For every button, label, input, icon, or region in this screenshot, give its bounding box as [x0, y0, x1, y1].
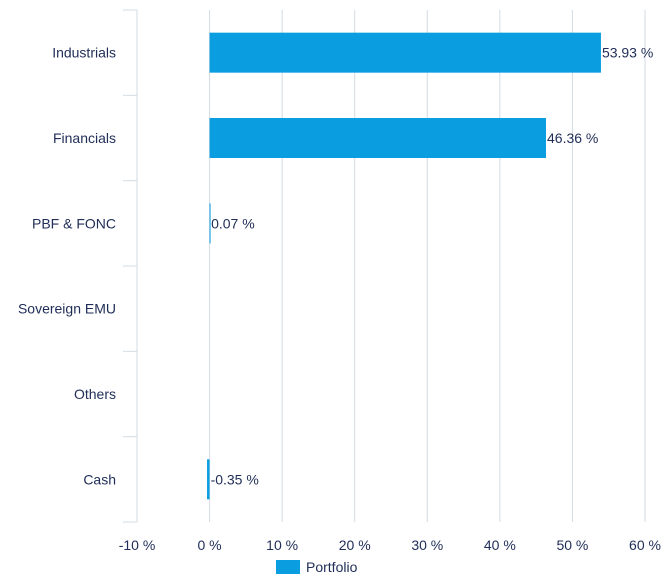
x-tick-label: 10 % — [266, 537, 298, 550]
category-label: Others — [74, 386, 116, 402]
x-tick-label: 20 % — [339, 537, 371, 550]
legend-swatch — [276, 560, 300, 574]
data-label: 53.93 % — [602, 45, 653, 61]
x-tick-label: 0 % — [198, 537, 222, 550]
data-label: 46.36 % — [547, 130, 598, 146]
category-label: Industrials — [52, 45, 116, 61]
bars-layer — [207, 32, 601, 500]
x-tick-label: 50 % — [556, 537, 588, 550]
category-label: Financials — [53, 130, 116, 146]
grid-layer — [136, 10, 646, 522]
bar — [207, 459, 210, 500]
x-tick-label: -10 % — [119, 537, 156, 550]
legend: Portfolio — [276, 559, 357, 575]
bar-chart: -10 % 0 % 10 % 20 % 30 % 40 % 50 % 60 % Industr… — [18, 9, 661, 553]
axis-layer: -10 % 0 % 10 % 20 % 30 % 40 % 50 % 60 % — [119, 9, 661, 553]
category-label: Sovereign EMU — [18, 301, 116, 317]
x-tick-label: 60 % — [629, 537, 661, 550]
legend-label: Portfolio — [306, 559, 358, 575]
bar — [209, 118, 547, 158]
labels-layer: Industrials 53.93 % Financials 46.36 % PBF &… — [18, 45, 653, 488]
data-label: -0.35 % — [211, 471, 259, 487]
bar — [209, 203, 211, 244]
category-label: PBF & FONC — [32, 215, 116, 231]
x-tick-label: 40 % — [484, 537, 516, 550]
x-tick-label: 30 % — [411, 537, 443, 550]
category-label: Cash — [83, 471, 116, 487]
data-label: 0.07 % — [211, 215, 255, 231]
bar — [209, 32, 601, 73]
